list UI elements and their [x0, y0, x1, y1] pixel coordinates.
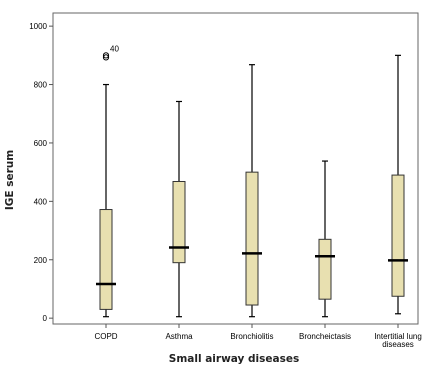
x-tick-label: diseases — [382, 340, 414, 349]
plot-frame — [52, 12, 419, 325]
box-body — [245, 171, 259, 306]
box-body — [99, 209, 113, 310]
x-tick-label: Asthma — [165, 332, 193, 341]
y-tick-label: 600 — [34, 139, 48, 148]
y-axis-title: IGE serum — [4, 150, 16, 210]
y-tick-label: 800 — [34, 81, 48, 90]
y-axis: 0 200 400 600 800 1000 — [29, 22, 53, 323]
outlier-label: 40 — [110, 44, 119, 53]
x-tick-label: Bronchiolitis — [230, 332, 273, 341]
outlier-point — [102, 54, 110, 61]
box-1 — [169, 100, 189, 318]
y-tick-label: 400 — [34, 197, 48, 206]
x-tick-label: COPD — [94, 332, 117, 341]
box-body — [318, 238, 332, 300]
box-body — [172, 180, 186, 264]
box-body — [391, 174, 405, 297]
box-3 — [315, 160, 335, 318]
y-tick-label: 200 — [34, 256, 48, 265]
x-axis-title: Small airway diseases — [169, 353, 299, 365]
x-axis: COPD Asthma Bronchiolitis Broncheictasis Int… — [94, 324, 422, 349]
y-tick-label: 1000 — [29, 22, 47, 31]
outlier-point — [102, 52, 110, 59]
x-tick-label: Broncheictasis — [299, 332, 351, 341]
box-2 — [242, 64, 262, 318]
y-tick-label: 0 — [43, 314, 48, 323]
box-4 — [388, 54, 408, 315]
x-tick-label: Intertitial lung — [374, 332, 422, 341]
boxes: 40 — [96, 44, 408, 318]
box-0 — [96, 83, 116, 318]
